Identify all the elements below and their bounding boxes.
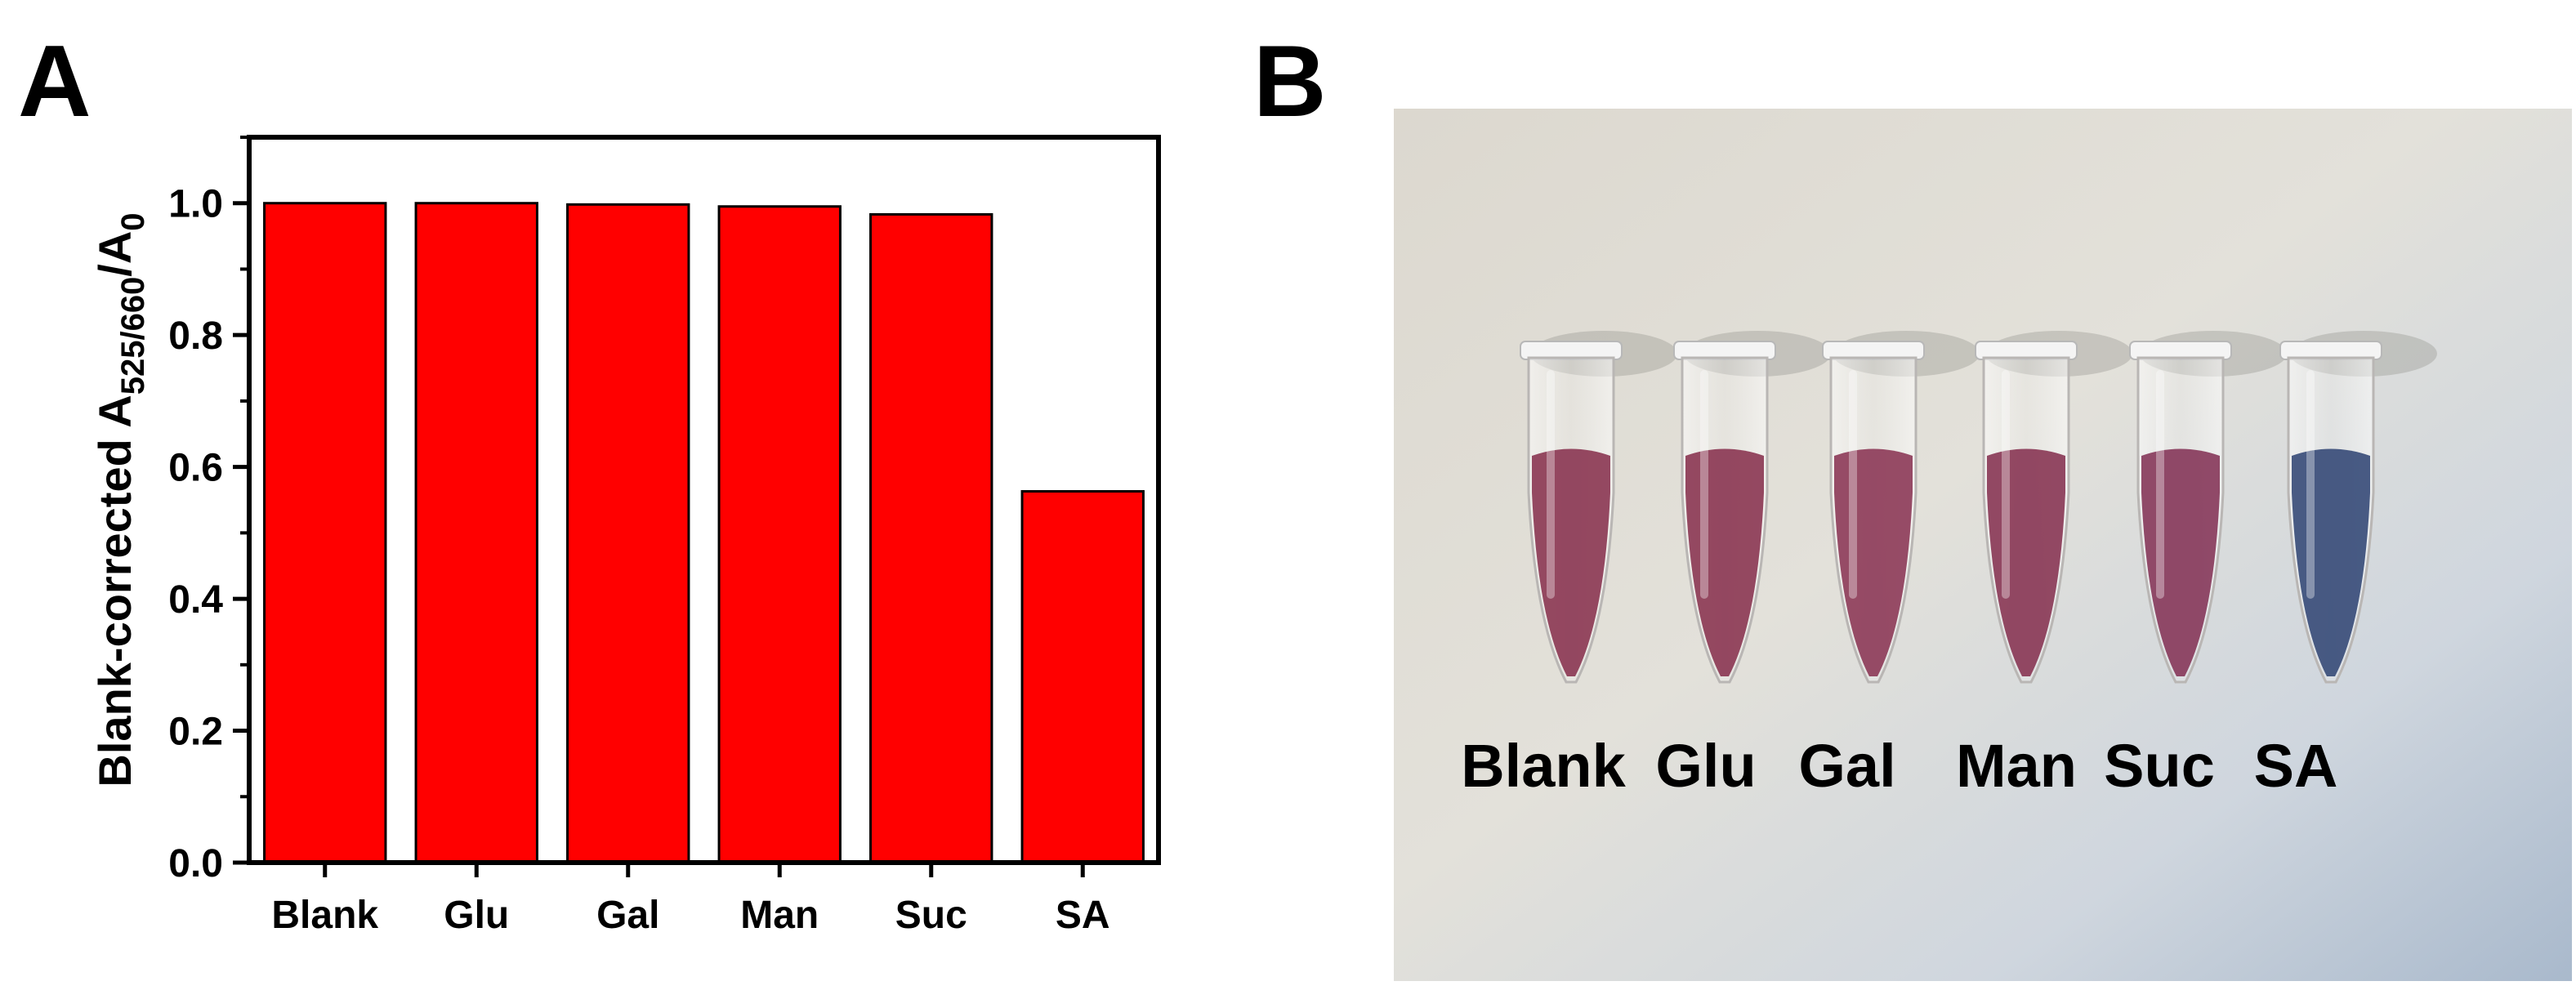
x-tick-label: Gal	[596, 894, 659, 937]
tube-labels-group: Blank Glu Gal Man Suc SA	[1461, 732, 2337, 800]
bars-group	[263, 202, 1145, 864]
x-tick-label: Suc	[895, 894, 967, 937]
tube-highlight	[2156, 370, 2164, 599]
x-tick-label: Man	[740, 894, 819, 937]
tube-liquid	[1987, 448, 2065, 676]
y-axis-label-sub2: 0	[115, 212, 151, 230]
tube-label: Gal	[1798, 732, 1895, 800]
bar-gal	[566, 203, 690, 864]
bar-blank	[263, 202, 387, 864]
tube-label: Glu	[1655, 732, 1756, 800]
y-tick-label: 0.2	[168, 711, 223, 754]
y-tick-label: 0.6	[168, 447, 223, 490]
y-axis-label-mid: /A	[89, 231, 141, 277]
tube-highlight	[1849, 370, 1857, 599]
bar-sa	[1020, 490, 1145, 864]
plot-frame	[247, 135, 1161, 865]
bar-man	[717, 205, 842, 864]
tube-liquid	[1685, 448, 1764, 676]
tube-liquid	[1834, 448, 1913, 676]
tube-highlight	[2002, 370, 2010, 599]
tube-liquid	[1532, 448, 1610, 676]
bar-chart: 0.0 0.2 0.4 0.6 0.8 1.0 Blank Glu Gal Man Suc SA B…	[89, 135, 1161, 937]
x-axis-ticks: Blank Glu Gal Man Suc SA	[271, 863, 1110, 937]
tube	[1520, 331, 1677, 684]
panel-label-b: B	[1253, 25, 1327, 138]
bar-suc	[869, 212, 993, 864]
x-tick-label: Glu	[444, 894, 509, 937]
y-axis-label: Blank-corrected A525/660/A0	[89, 212, 151, 787]
tube	[2129, 331, 2287, 684]
x-tick-label: SA	[1056, 894, 1110, 937]
tube-highlight	[2306, 370, 2315, 599]
tube	[1975, 331, 2132, 684]
tubes-group	[1520, 331, 2437, 684]
panel-label-a: A	[18, 25, 92, 138]
tubes-photo: Blank Glu Gal Man Suc SA	[1394, 109, 2572, 981]
tube-label: Blank	[1461, 732, 1626, 800]
tube	[1822, 331, 1980, 684]
x-tick-label: Blank	[271, 894, 378, 937]
tube	[1673, 331, 1831, 684]
y-axis-ticks: 0.0 0.2 0.4 0.6 0.8 1.0	[168, 136, 249, 885]
y-tick-label: 0.8	[168, 314, 223, 358]
tube-liquid	[2292, 448, 2370, 676]
tube-label: Man	[1956, 732, 2077, 800]
tube-label: SA	[2254, 732, 2338, 800]
tube-highlight	[1547, 370, 1555, 599]
tube-highlight	[1700, 370, 1708, 599]
bar-glu	[414, 202, 538, 864]
y-axis-label-sub: 525/660	[115, 277, 151, 395]
y-tick-label: 1.0	[168, 183, 223, 226]
y-tick-label: 0.4	[168, 578, 223, 622]
tube-label: Suc	[2104, 732, 2215, 800]
tube-liquid	[2141, 448, 2220, 676]
y-axis-label-main: Blank-corrected A	[89, 395, 141, 787]
y-tick-label: 0.0	[168, 842, 223, 885]
tube	[2279, 331, 2437, 684]
